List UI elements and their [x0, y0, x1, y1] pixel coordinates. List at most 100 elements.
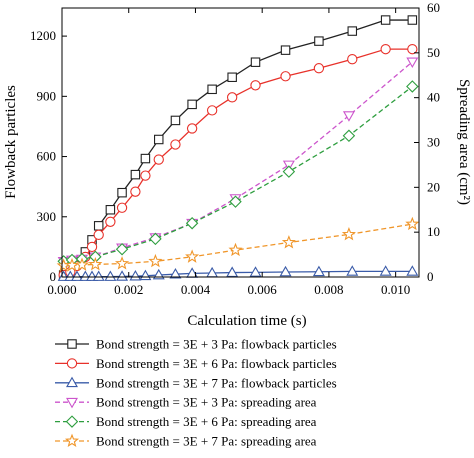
series-5 [57, 80, 419, 268]
data-point [406, 80, 419, 93]
data-point [74, 257, 90, 271]
y2-axis-title: Spreading area (cm²) [456, 79, 472, 205]
series-line [63, 270, 413, 278]
y2-tick-label: 60 [427, 0, 440, 15]
data-point [405, 216, 420, 231]
data-point [169, 268, 182, 279]
data-point [312, 265, 325, 277]
data-point [347, 26, 358, 36]
data-point [149, 232, 162, 246]
data-point [148, 253, 163, 268]
series-4 [57, 57, 419, 268]
y-tick-label: 600 [37, 149, 57, 164]
data-point [185, 216, 199, 230]
series-2 [58, 43, 418, 281]
series-3 [57, 265, 419, 281]
x-tick-label: 0.002 [114, 282, 143, 297]
series-line [63, 19, 413, 276]
data-point [129, 270, 142, 281]
data-point [407, 15, 418, 25]
x-tick-label: 0.000 [47, 282, 76, 297]
data-point [88, 257, 103, 271]
data-point [154, 134, 164, 145]
legend-item: Bond strength = 3E + 7 Pa: flowback part… [55, 375, 337, 390]
x-axis-title: Calculation time (s) [187, 313, 306, 329]
data-point [380, 43, 391, 55]
data-point [250, 57, 261, 67]
series-line [63, 48, 413, 276]
y-tick-label: 900 [37, 88, 57, 103]
data-point [280, 71, 291, 82]
legend-label: Bond strength = 3E + 7 Pa: spreading are… [96, 434, 317, 449]
data-point [226, 92, 238, 103]
y-tick-label: 0 [50, 269, 57, 284]
data-point [105, 205, 116, 215]
data-point [104, 270, 117, 281]
x-tick-label: 0.004 [181, 282, 211, 297]
y2-tick-label: 10 [427, 224, 440, 239]
x-tick-label: 0.006 [248, 282, 278, 297]
y2-tick-label: 0 [427, 269, 434, 284]
legend-marker [66, 358, 78, 369]
data-point [342, 111, 355, 122]
y-tick-label: 1200 [30, 28, 56, 43]
y2-tick-label: 40 [427, 90, 440, 105]
data-point [92, 270, 105, 281]
data-point [229, 195, 242, 208]
y2-tick-label: 30 [427, 135, 440, 150]
data-point [93, 229, 104, 241]
data-point [185, 249, 200, 263]
data-point [206, 105, 218, 116]
legend-label: Bond strength = 3E + 7 Pa: flowback part… [96, 375, 337, 390]
y2-tick-label: 50 [427, 45, 440, 60]
data-point [93, 221, 104, 231]
y-tick-label: 300 [37, 209, 57, 224]
data-point [115, 242, 129, 256]
legend-label: Bond strength = 3E + 3 Pa: flowback part… [96, 337, 337, 352]
legend-marker [66, 376, 78, 388]
data-point [130, 186, 141, 197]
series-layer [56, 15, 420, 281]
legend-item: Bond strength = 3E + 3 Pa: flowback part… [55, 337, 337, 352]
plot-frame [61, 7, 420, 278]
series-6 [56, 216, 420, 272]
legend-marker [67, 339, 77, 349]
data-point [228, 242, 243, 257]
data-point [117, 187, 127, 198]
legend-item: Bond strength = 3E + 6 Pa: flowback part… [55, 356, 337, 371]
legend-label: Bond strength = 3E + 6 Pa: flowback part… [96, 356, 337, 371]
data-point [346, 265, 359, 276]
legend-item: Bond strength = 3E + 3 Pa: spreading are… [55, 395, 317, 410]
series-line [63, 223, 413, 267]
legend-marker [66, 397, 78, 409]
axes: 0.000 0.002 0.004 0.006 0.008 0.0100300600900… [30, 0, 440, 297]
data-point [227, 72, 237, 83]
data-point [341, 227, 356, 241]
data-point [406, 265, 419, 276]
legend-label: Bond strength = 3E + 6 Pa: spreading are… [96, 414, 317, 429]
legend-marker [65, 415, 79, 428]
data-point [250, 80, 261, 91]
data-point [71, 270, 84, 281]
data-point [116, 202, 128, 213]
data-point [280, 45, 291, 55]
data-point [187, 99, 197, 110]
data-point [140, 170, 151, 181]
data-point [170, 115, 181, 126]
data-point [281, 235, 296, 249]
y2-tick-label: 20 [427, 179, 440, 194]
data-point [342, 129, 356, 143]
data-point [279, 265, 292, 277]
data-point [249, 266, 262, 277]
x-tick-label: 0.010 [381, 282, 410, 297]
legend-item: Bond strength = 3E + 6 Pa: spreading are… [55, 414, 317, 429]
data-point [130, 169, 141, 180]
legend-label: Bond strength = 3E + 3 Pa: spreading are… [96, 395, 317, 410]
data-point [226, 266, 239, 277]
legend: Bond strength = 3E + 3 Pa: flowback part… [55, 337, 337, 449]
data-point [207, 84, 217, 95]
legend-item: Bond strength = 3E + 7 Pa: spreading are… [55, 434, 317, 449]
data-point [379, 265, 392, 276]
data-point [116, 270, 129, 281]
